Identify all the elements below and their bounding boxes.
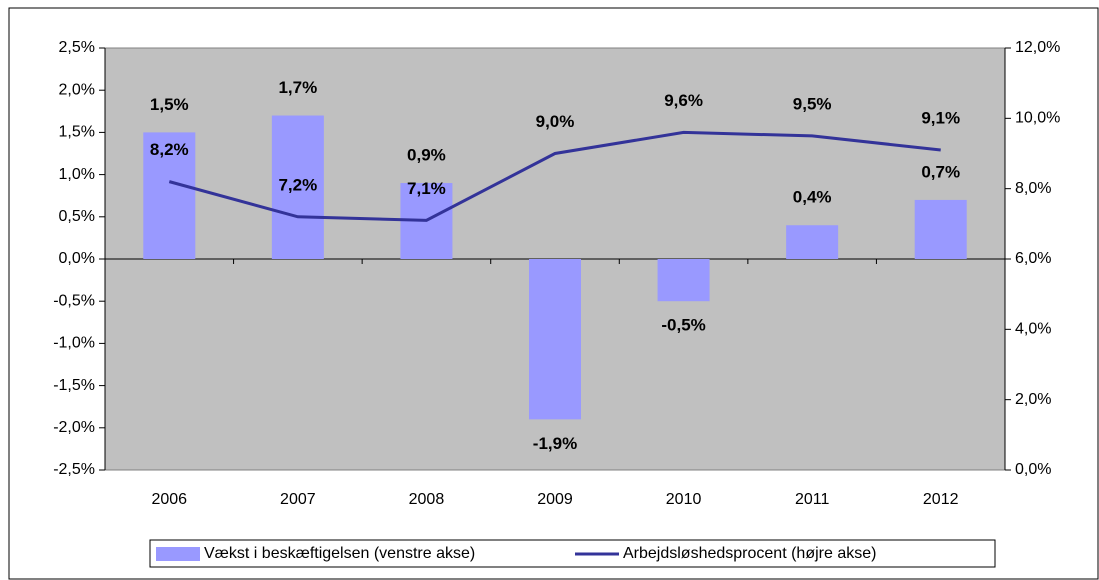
y-tick-label: -0,5% — [53, 292, 95, 309]
y-tick-label: -2,5% — [53, 461, 95, 478]
y-tick-label: 0,5% — [59, 208, 95, 225]
y-tick-label: 2,5% — [59, 39, 95, 56]
x-tick-label: 2007 — [280, 491, 316, 508]
data-label: 9,6% — [664, 91, 703, 110]
y2-tick-label: 4,0% — [1015, 321, 1051, 338]
legend-swatch — [156, 547, 200, 561]
y-tick-label: 1,5% — [59, 124, 95, 141]
data-label: -0,5% — [661, 316, 705, 335]
x-tick-label: 2009 — [537, 491, 573, 508]
legend-label: Vækst i beskæftigelsen (venstre akse) — [204, 545, 475, 562]
x-tick-label: 2008 — [409, 491, 445, 508]
data-label: 1,5% — [150, 95, 189, 114]
y2-tick-label: 6,0% — [1015, 250, 1051, 267]
data-label: 9,0% — [536, 112, 575, 131]
y2-tick-label: 8,0% — [1015, 180, 1051, 197]
data-label: 7,1% — [407, 179, 446, 198]
y-tick-label: -1,0% — [53, 335, 95, 352]
x-tick-label: 2011 — [795, 491, 830, 508]
y-tick-label: 2,0% — [59, 81, 95, 98]
y2-tick-label: 12,0% — [1015, 39, 1060, 56]
data-label: 8,2% — [150, 140, 189, 159]
data-label: 9,5% — [793, 94, 832, 113]
data-label: 1,7% — [278, 78, 317, 97]
legend-label: Arbejdsløshedsprocent (højre akse) — [623, 545, 876, 562]
bar — [271, 115, 324, 260]
data-label: 0,4% — [793, 188, 832, 207]
y-tick-label: 1,0% — [59, 166, 95, 183]
y2-tick-label: 0,0% — [1015, 461, 1051, 478]
data-label: 0,7% — [921, 162, 960, 181]
y2-tick-label: 10,0% — [1015, 110, 1060, 127]
data-label: 7,2% — [278, 175, 317, 194]
bar — [657, 259, 710, 302]
line — [168, 130, 941, 222]
bar — [143, 132, 196, 259]
y-tick-label: 0,0% — [59, 250, 95, 267]
data-label: 9,1% — [921, 108, 960, 127]
y-tick-label: -2,0% — [53, 419, 95, 436]
x-tick-label: 2012 — [923, 491, 959, 508]
y-tick-label: -1,5% — [53, 377, 95, 394]
bar — [914, 199, 967, 259]
data-label: -1,9% — [533, 434, 577, 453]
bar — [786, 225, 839, 259]
bar — [529, 259, 581, 420]
legend-box — [149, 539, 996, 568]
y2-tick-label: 2,0% — [1015, 391, 1051, 408]
x-tick-label: 2010 — [666, 491, 702, 508]
data-label: 0,9% — [407, 146, 446, 165]
x-tick-label: 2006 — [151, 491, 187, 508]
